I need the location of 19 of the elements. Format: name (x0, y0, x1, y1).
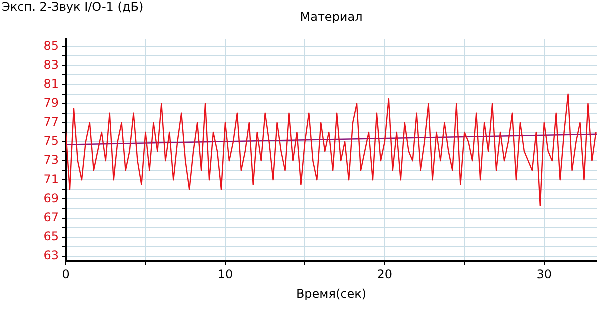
y-tick-label: 85 (44, 38, 59, 53)
y-tick-label: 75 (44, 134, 59, 148)
y-tick-label: 65 (44, 229, 59, 244)
x-tick-label: 20 (377, 268, 393, 282)
y-tick-label: 63 (44, 248, 59, 263)
chart-title: Материал (300, 10, 363, 24)
y-tick-label: 81 (44, 76, 59, 91)
x-tick-label: 10 (218, 268, 234, 282)
x-axis-title: Время(сек) (296, 286, 367, 301)
y-tick-label: 83 (44, 58, 59, 72)
x-tick-label: 30 (536, 268, 552, 282)
y-axis-title: Эксп. 2-Звук I/O-1 (дБ) (2, 0, 144, 14)
y-tick-label: 73 (44, 153, 59, 168)
y-tick-label: 67 (44, 210, 59, 224)
y-tick-label: 71 (44, 172, 59, 186)
x-tick-label: 0 (62, 268, 70, 282)
y-tick-label: 69 (44, 191, 59, 206)
y-tick-label: 77 (44, 115, 59, 130)
y-tick-label: 79 (44, 96, 59, 110)
